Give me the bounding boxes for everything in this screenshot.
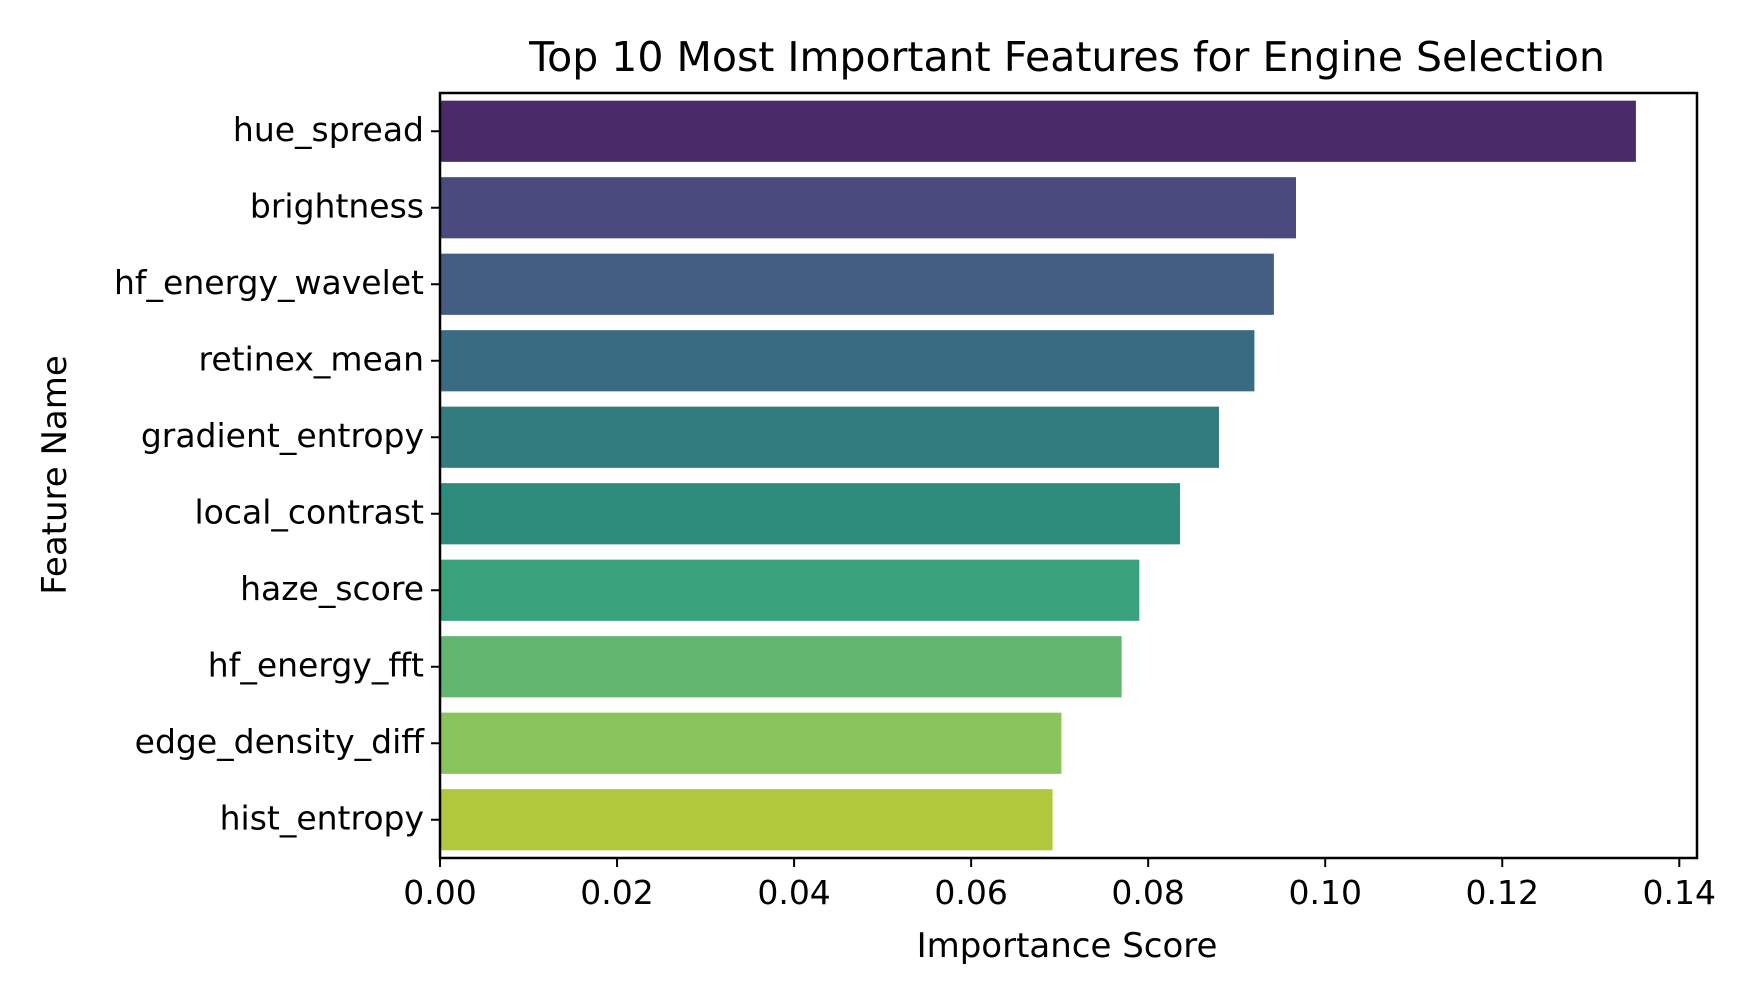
bar-haze-score bbox=[440, 559, 1140, 621]
y-tick-label: edge_density_diff bbox=[135, 722, 426, 761]
bar-hf-energy-wavelet bbox=[440, 253, 1274, 315]
chart-title: Top 10 Most Important Features for Engin… bbox=[528, 33, 1605, 81]
x-tick-label: 0.02 bbox=[580, 873, 653, 912]
x-tick-label: 0.00 bbox=[403, 873, 476, 912]
y-tick-label: local_contrast bbox=[194, 492, 424, 531]
y-tick-label: hist_entropy bbox=[220, 798, 424, 837]
x-axis-label: Importance Score bbox=[917, 926, 1218, 966]
bar-retinex-mean bbox=[440, 330, 1255, 392]
x-tick-label: 0.06 bbox=[934, 873, 1007, 912]
y-ticks-group: hue_spread brightness hf_energy_waveletret… bbox=[114, 110, 440, 837]
y-tick-label: haze_score bbox=[240, 569, 424, 608]
x-ticks-group: 0.00 0.02 0.04 0.06 0.08 0.10 0.12 0.14 bbox=[403, 858, 1716, 912]
x-tick-label: 0.08 bbox=[1111, 873, 1184, 912]
x-tick-label: 0.10 bbox=[1288, 873, 1361, 912]
bar-gradient-entropy bbox=[440, 406, 1219, 468]
y-tick-label: gradient_entropy bbox=[141, 416, 424, 455]
y-tick-label: hue_spread bbox=[233, 110, 424, 149]
plot-frame bbox=[438, 91, 1699, 860]
x-tick-label: 0.04 bbox=[757, 873, 830, 912]
bar-edge-density-diff bbox=[440, 712, 1062, 774]
bars-group bbox=[440, 100, 1636, 851]
y-tick-label: retinex_mean bbox=[198, 339, 424, 378]
y-tick-label: brightness bbox=[250, 186, 424, 225]
y-tick-label: hf_energy_wavelet bbox=[114, 263, 424, 302]
y-tick-label: hf_energy_fft bbox=[208, 645, 424, 684]
bar-local-contrast bbox=[440, 483, 1181, 545]
x-tick-label: 0.12 bbox=[1466, 873, 1539, 912]
bar-hf-energy-fft bbox=[440, 636, 1122, 698]
y-axis-label: Feature Name bbox=[35, 355, 75, 595]
x-tick-label: 0.14 bbox=[1643, 873, 1716, 912]
bar-hue-spread bbox=[440, 100, 1636, 162]
bar-hist-entropy bbox=[440, 789, 1053, 851]
bar-brightness bbox=[440, 177, 1296, 239]
